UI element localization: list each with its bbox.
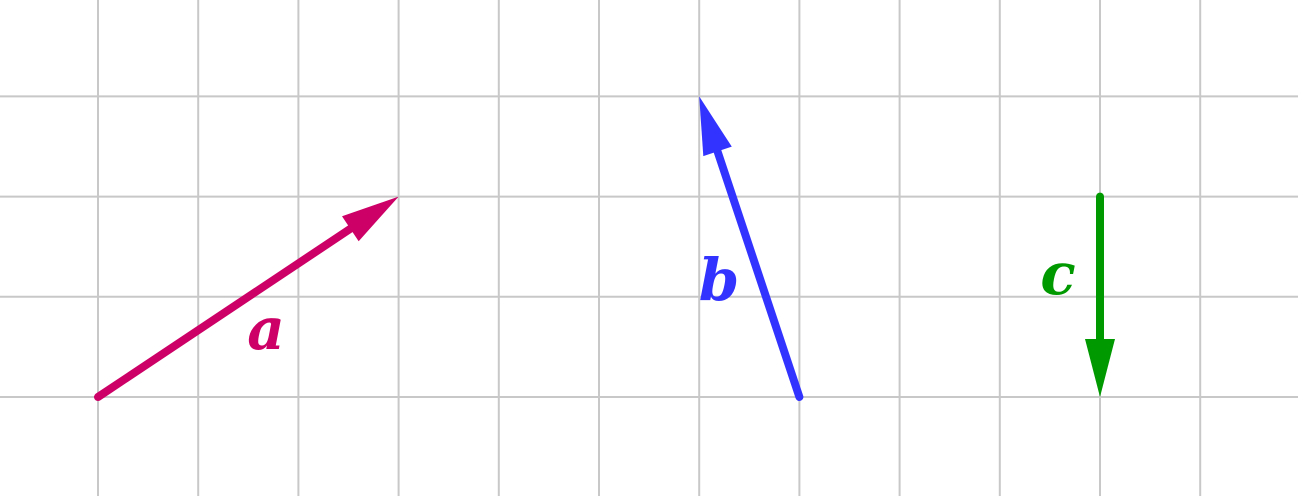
vector-b-shaft <box>711 141 804 401</box>
vector-b-label: b <box>699 246 740 314</box>
vector-a: a <box>94 196 399 401</box>
vector-c: c <box>1040 192 1115 397</box>
vector-c-arrowhead <box>1085 339 1115 397</box>
vector-a-arrowhead <box>342 196 399 242</box>
vector-b: b <box>699 96 804 401</box>
vector-a-label: a <box>247 295 285 363</box>
vector-a-shaft <box>94 221 360 401</box>
vector-c-label: c <box>1040 240 1075 308</box>
vector-b-arrowhead <box>699 96 732 157</box>
